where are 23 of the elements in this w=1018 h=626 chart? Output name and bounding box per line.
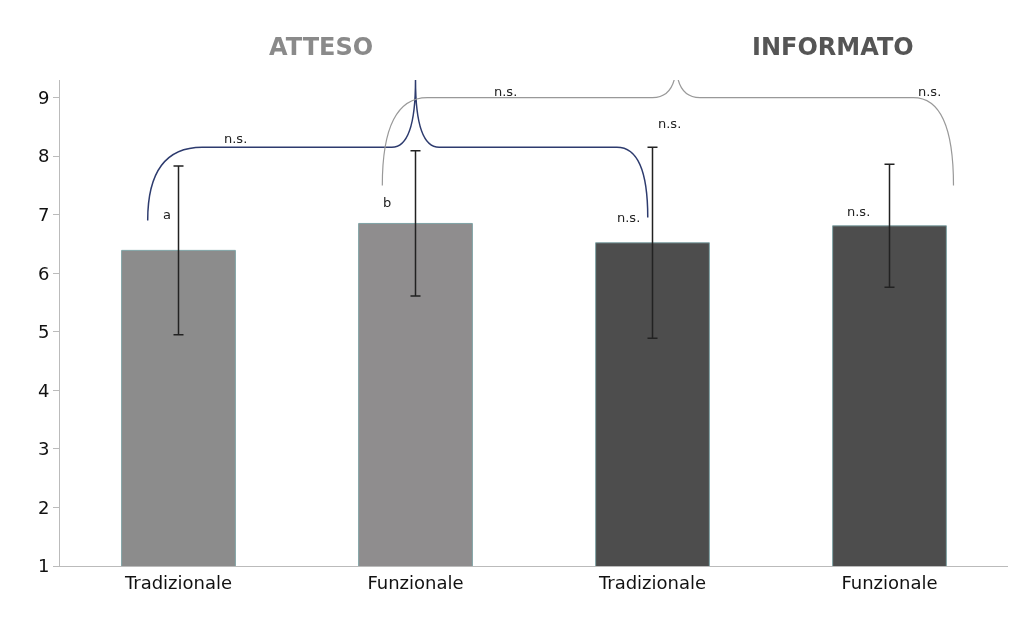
text: INFORMATO — [752, 33, 914, 61]
annotation: n.s. — [224, 131, 248, 146]
y-tick-label: 5 — [37, 321, 50, 343]
annotation: b — [383, 195, 392, 210]
text: ATTESO — [269, 33, 374, 61]
annotation: n.s. — [617, 210, 641, 225]
y-tick-label: 4 — [37, 379, 50, 401]
x-tick-label: Tradizionale — [123, 571, 233, 593]
annotation: n.s. — [494, 84, 518, 99]
y-tick-label: 9 — [37, 86, 50, 108]
annotation: n.s. — [918, 84, 942, 99]
y-tick-label: 1 — [37, 555, 50, 577]
annotation: n.s. — [847, 204, 871, 219]
y-tick-label: 3 — [37, 438, 50, 460]
y-tick-label: 8 — [37, 145, 50, 167]
y-tick-label: 6 — [37, 262, 50, 284]
x-tick-label: Funzionale — [841, 571, 938, 593]
annotation: n.s. — [658, 116, 682, 131]
y-tick-label: 7 — [37, 203, 50, 225]
y-tick-label: 2 — [37, 496, 50, 518]
annotation: a — [163, 207, 171, 222]
x-tick-label: Funzionale — [367, 571, 464, 593]
x-tick-label: Tradizionale — [597, 571, 707, 593]
